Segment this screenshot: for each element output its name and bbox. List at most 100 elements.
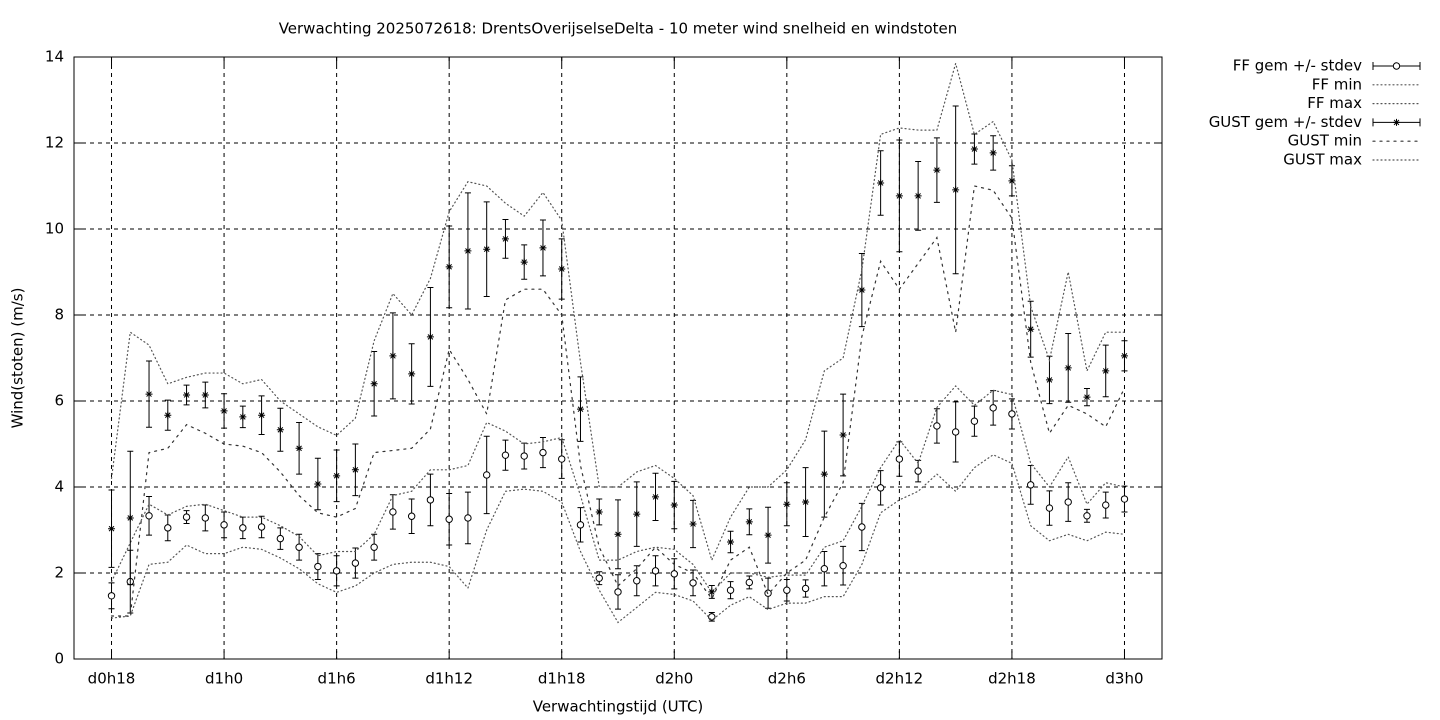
marker — [858, 286, 866, 294]
marker — [933, 422, 941, 430]
marker — [670, 570, 678, 578]
marker — [1064, 364, 1072, 372]
marker — [145, 512, 153, 520]
x-tick-label: d2h6 — [768, 670, 806, 688]
series-line — [110, 61, 1126, 562]
marker — [783, 500, 791, 508]
legend-label: GUST gem +/- stdev — [1209, 113, 1362, 131]
marker — [539, 448, 547, 457]
marker — [858, 523, 866, 531]
x-axis-label: Verwachtingstijd (UTC) — [533, 698, 704, 716]
marker — [895, 455, 904, 463]
marker — [989, 149, 997, 157]
marker — [520, 258, 528, 266]
marker — [745, 518, 753, 526]
x-tick-label: d0h18 — [88, 670, 136, 688]
marker — [351, 466, 359, 474]
y-tick-label: 6 — [54, 392, 64, 410]
marker — [389, 508, 397, 516]
marker — [1008, 177, 1016, 185]
marker — [239, 413, 247, 421]
marker — [1102, 367, 1110, 375]
marker — [145, 390, 153, 398]
marker — [258, 411, 266, 419]
marker — [820, 565, 829, 573]
marker — [1120, 495, 1129, 503]
y-tick-label: 2 — [54, 564, 64, 582]
marker — [633, 577, 641, 585]
marker — [595, 508, 603, 516]
legend-label: FF max — [1307, 94, 1362, 112]
chart-title: Verwachting 2025072618: DrentsOverijsels… — [279, 20, 958, 38]
marker — [839, 431, 847, 439]
marker — [276, 426, 284, 434]
y-tick-label: 12 — [45, 134, 64, 152]
plot-frame — [73, 56, 1163, 660]
marker — [933, 166, 941, 174]
marker — [426, 333, 434, 341]
marker — [333, 472, 341, 480]
marker — [464, 514, 472, 522]
series-line — [110, 454, 1126, 624]
y-tick-label: 0 — [54, 650, 64, 668]
marker — [839, 561, 847, 570]
marker — [914, 467, 922, 475]
y-axis-label: Wind(stoten) (m/s) — [9, 288, 27, 429]
marker — [295, 444, 303, 452]
marker — [389, 352, 397, 360]
marker — [1027, 325, 1035, 333]
marker — [182, 513, 191, 521]
marker — [651, 567, 660, 575]
marker — [239, 524, 247, 532]
x-tick-label: d2h12 — [876, 670, 924, 688]
marker — [970, 417, 979, 425]
marker — [614, 588, 622, 596]
marker — [689, 520, 697, 528]
y-tick-label: 10 — [45, 220, 64, 238]
marker — [201, 391, 209, 399]
x-tick-label: d2h18 — [988, 670, 1036, 688]
legend-label: FF gem +/- stdev — [1233, 57, 1362, 75]
marker — [727, 538, 735, 546]
marker — [801, 584, 810, 593]
marker — [539, 244, 547, 252]
marker — [895, 192, 903, 200]
x-tick-label: d1h0 — [205, 670, 243, 688]
x-tick-label: d1h12 — [425, 670, 473, 688]
marker — [1064, 498, 1072, 506]
legend-label: GUST min — [1288, 132, 1362, 150]
marker — [126, 514, 134, 522]
marker — [201, 514, 210, 522]
y-tick-label: 14 — [45, 48, 64, 66]
marker — [164, 524, 172, 532]
marker — [183, 391, 191, 399]
legend-marker — [1392, 62, 1401, 70]
marker — [1008, 410, 1016, 418]
marker — [501, 451, 510, 459]
marker — [108, 525, 116, 533]
marker — [501, 235, 509, 243]
marker — [107, 592, 116, 600]
marker — [1083, 512, 1091, 520]
x-tick-label: d2h0 — [655, 670, 693, 688]
marker — [1120, 352, 1128, 360]
marker — [689, 579, 697, 587]
marker — [445, 515, 453, 523]
marker — [164, 411, 172, 419]
marker — [914, 192, 922, 200]
marker — [464, 247, 472, 255]
legend-label: FF min — [1312, 75, 1362, 93]
marker — [1083, 393, 1091, 401]
marker — [332, 567, 341, 575]
marker — [970, 145, 978, 153]
legend-marker — [1393, 118, 1400, 126]
marker — [726, 586, 735, 594]
series-line — [110, 385, 1126, 594]
marker — [520, 452, 528, 460]
marker — [482, 471, 491, 479]
marker — [408, 370, 416, 378]
marker — [745, 578, 754, 587]
